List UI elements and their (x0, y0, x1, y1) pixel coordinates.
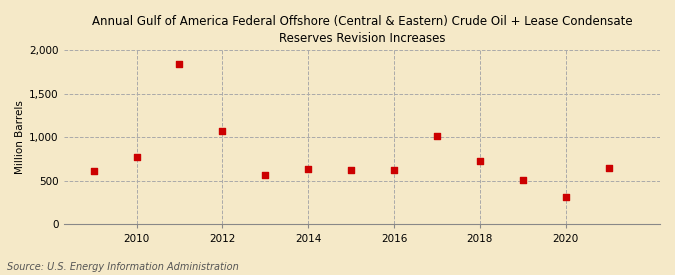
Point (603, 166, 614, 170)
Point (475, 159, 485, 163)
Point (131, 154, 142, 159)
Point (517, 178, 528, 182)
Point (431, 133, 442, 138)
Title: Annual Gulf of America Federal Offshore (Central & Eastern) Crude Oil + Lease Co: Annual Gulf of America Federal Offshore … (92, 15, 632, 45)
Point (217, 129, 227, 133)
Point (560, 194, 571, 199)
Point (346, 167, 356, 172)
Point (88, 169, 99, 174)
Point (174, 62, 185, 67)
Y-axis label: Million Barrels: Million Barrels (15, 100, 25, 174)
Text: Source: U.S. Energy Information Administration: Source: U.S. Energy Information Administ… (7, 262, 238, 272)
Point (260, 173, 271, 177)
Point (389, 167, 400, 172)
Point (303, 167, 314, 171)
